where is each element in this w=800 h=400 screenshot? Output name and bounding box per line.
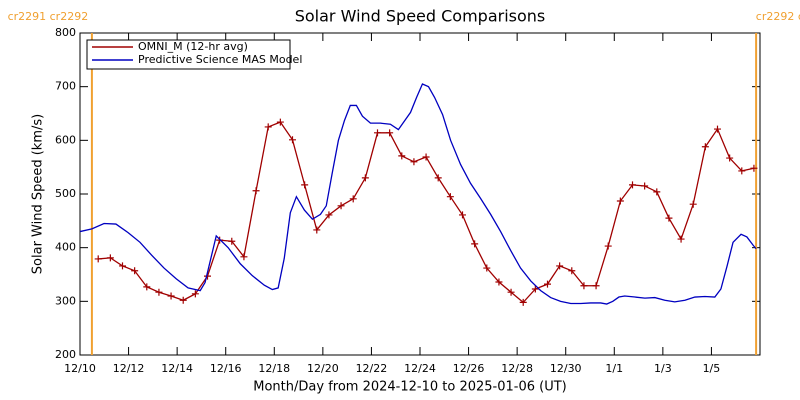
y-tick-label: 700 — [55, 80, 76, 93]
y-tick-label: 800 — [55, 26, 76, 39]
series-line — [79, 83, 757, 305]
rotation-label: cr2292 cr2293 — [756, 10, 800, 23]
data-point — [325, 211, 333, 219]
data-point — [167, 292, 175, 300]
x-tick-label: 12/16 — [210, 362, 242, 375]
rotation-label: cr2291 cr2292 — [8, 10, 89, 23]
x-tick-label: 12/18 — [258, 362, 290, 375]
x-tick-label: 1/5 — [703, 362, 721, 375]
y-tick-label: 600 — [55, 133, 76, 146]
data-point — [191, 290, 199, 298]
data-point — [604, 242, 612, 250]
x-axis-label: Month/Day from 2024-12-10 to 2025-01-06 … — [253, 380, 566, 395]
data-point — [726, 154, 734, 162]
data-point — [155, 288, 163, 296]
data-point — [592, 282, 600, 290]
data-point — [689, 200, 697, 208]
x-tick-label: 12/14 — [161, 362, 193, 375]
legend-box — [86, 39, 291, 70]
data-point — [240, 253, 248, 261]
data-point — [544, 280, 551, 288]
data-point — [568, 267, 576, 275]
legend-label: Predictive Science MAS Model — [138, 53, 302, 66]
data-point — [422, 153, 430, 161]
data-point — [276, 118, 284, 126]
y-axis-label: Solar Wind Speed (km/s) — [31, 114, 46, 274]
data-point — [313, 226, 321, 234]
y-tick-label: 200 — [55, 348, 76, 361]
data-point — [252, 187, 260, 195]
x-tick-label: 1/3 — [654, 362, 672, 375]
data-point — [398, 152, 406, 160]
data-point — [701, 143, 709, 151]
data-point — [738, 167, 746, 175]
data-point — [410, 158, 418, 166]
data-point — [531, 285, 539, 293]
x-tick-label: 12/24 — [404, 362, 436, 375]
legend-label: OMNI_M (12-hr avg) — [138, 40, 248, 53]
x-tick-label: 1/1 — [605, 362, 623, 375]
x-tick-label: 12/22 — [356, 362, 388, 375]
data-point — [301, 181, 309, 189]
data-point — [179, 296, 187, 304]
x-tick-label: 12/20 — [307, 362, 339, 375]
data-point — [349, 195, 357, 203]
data-point — [337, 202, 345, 210]
data-point — [629, 181, 636, 189]
data-point — [289, 136, 296, 144]
data-point — [119, 262, 126, 270]
data-point — [106, 254, 114, 262]
data-point — [495, 278, 503, 286]
data-point — [386, 129, 394, 137]
data-point — [750, 164, 758, 172]
data-point — [580, 282, 588, 290]
data-point — [471, 240, 479, 248]
y-tick-label: 400 — [55, 241, 76, 254]
data-point — [143, 283, 151, 291]
x-tick-label: 12/12 — [113, 362, 145, 375]
data-point — [641, 182, 649, 190]
data-point — [446, 193, 454, 201]
data-point — [361, 174, 369, 182]
x-tick-label: 12/28 — [501, 362, 533, 375]
chart-title: Solar Wind Speed Comparisons — [295, 7, 546, 26]
y-tick-label: 300 — [55, 294, 76, 307]
data-point — [677, 235, 685, 243]
data-point — [653, 188, 661, 196]
data-point — [434, 174, 442, 182]
data-point — [665, 214, 673, 222]
data-point — [459, 211, 466, 219]
data-point — [507, 288, 515, 296]
x-tick-label: 12/10 — [64, 362, 96, 375]
data-point — [228, 237, 236, 245]
x-tick-label: 12/26 — [453, 362, 485, 375]
data-point — [131, 267, 139, 275]
data-point — [264, 123, 272, 131]
x-tick-label: 12/30 — [550, 362, 582, 375]
y-tick-label: 500 — [55, 187, 76, 200]
data-point — [519, 298, 527, 306]
data-point — [714, 125, 721, 133]
data-point — [556, 262, 564, 270]
data-point — [374, 129, 381, 137]
data-point — [483, 264, 491, 272]
data-point — [616, 197, 624, 205]
data-point — [94, 255, 102, 263]
